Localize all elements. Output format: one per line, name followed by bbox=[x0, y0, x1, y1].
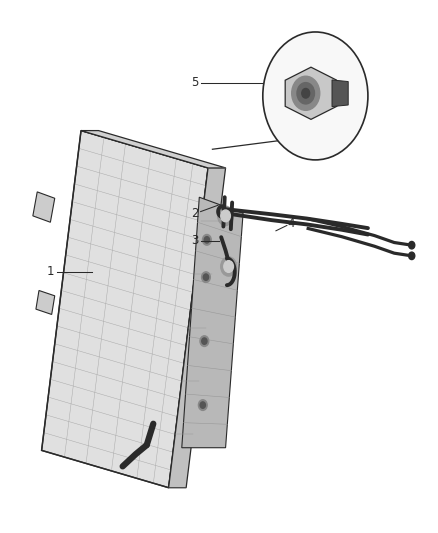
Circle shape bbox=[409, 252, 415, 260]
Circle shape bbox=[202, 338, 207, 344]
Polygon shape bbox=[182, 197, 243, 448]
Circle shape bbox=[218, 206, 233, 225]
Circle shape bbox=[200, 336, 209, 346]
Circle shape bbox=[221, 210, 230, 222]
Circle shape bbox=[224, 261, 233, 272]
Circle shape bbox=[202, 235, 211, 245]
Circle shape bbox=[198, 400, 207, 410]
Text: 4: 4 bbox=[287, 217, 295, 230]
Text: 2: 2 bbox=[191, 207, 199, 220]
Circle shape bbox=[297, 83, 314, 104]
Polygon shape bbox=[33, 192, 55, 222]
Circle shape bbox=[203, 274, 208, 280]
Circle shape bbox=[204, 237, 209, 243]
Polygon shape bbox=[332, 80, 348, 107]
Circle shape bbox=[263, 32, 368, 160]
Text: 5: 5 bbox=[191, 76, 198, 89]
Circle shape bbox=[221, 257, 237, 276]
Circle shape bbox=[302, 88, 310, 98]
Polygon shape bbox=[169, 168, 226, 488]
Text: 1: 1 bbox=[46, 265, 54, 278]
Circle shape bbox=[292, 76, 320, 110]
Circle shape bbox=[409, 241, 415, 249]
Polygon shape bbox=[36, 290, 55, 314]
Circle shape bbox=[201, 272, 210, 282]
Circle shape bbox=[200, 402, 205, 408]
Text: 3: 3 bbox=[191, 235, 198, 247]
Polygon shape bbox=[42, 131, 208, 488]
Polygon shape bbox=[81, 131, 226, 168]
Polygon shape bbox=[285, 67, 337, 119]
